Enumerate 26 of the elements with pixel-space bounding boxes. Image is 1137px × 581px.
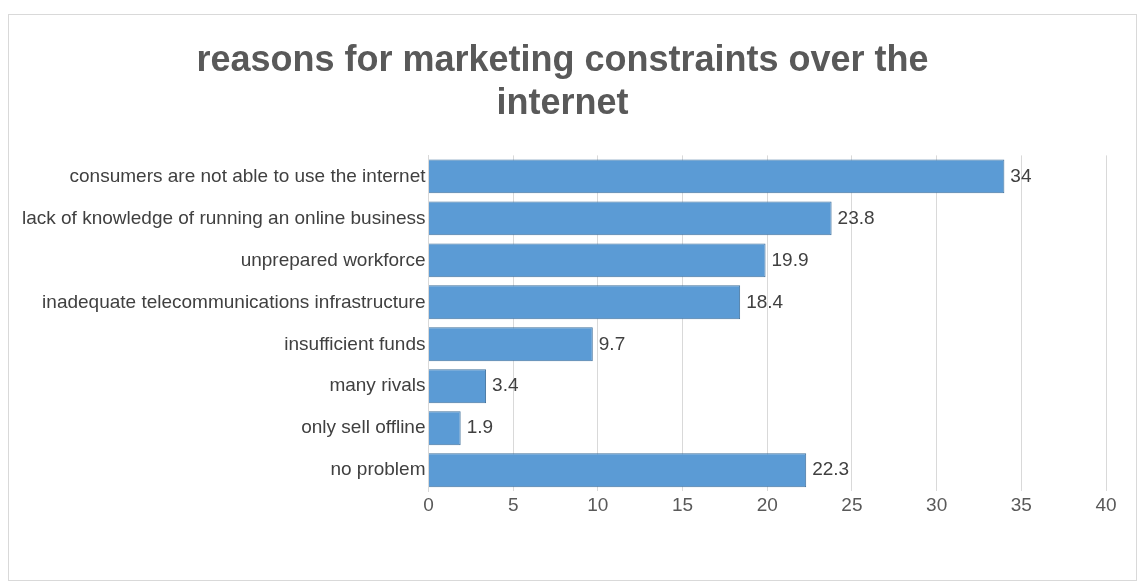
y-tick-label: unprepared workforce — [240, 248, 426, 270]
y-tick-label: inadequate telecommunications infrastructure — [42, 290, 426, 312]
data-label: 22.3 — [812, 458, 850, 480]
x-tick-label: 30 — [926, 493, 948, 515]
data-label: 1.9 — [466, 416, 494, 438]
data-label: 23.8 — [837, 206, 875, 228]
x-tick-label: 40 — [1095, 493, 1117, 515]
y-tick-label: insufficient funds — [284, 332, 426, 354]
x-tick-label: 20 — [756, 493, 778, 515]
y-tick-label: lack of knowledge of running an online business — [21, 206, 426, 228]
data-label: 9.7 — [598, 332, 626, 354]
x-tick-label: 0 — [423, 493, 434, 515]
y-tick-label: many rivals — [329, 374, 426, 396]
x-tick-label: 35 — [1010, 493, 1032, 515]
x-tick-label: 25 — [841, 493, 863, 515]
y-tick-label: no problem — [330, 458, 426, 480]
y-tick-label: consumers are not able to use the internet — [69, 164, 427, 186]
x-tick-label: 10 — [587, 493, 609, 515]
chart-title: reasons for marketing constraints over the internet — [196, 37, 929, 122]
data-label: 18.4 — [746, 290, 784, 312]
data-label: 3.4 — [492, 374, 519, 396]
x-tick-label: 5 — [507, 493, 519, 515]
y-tick-label: only sell offline — [301, 416, 426, 438]
x-tick-label: 15 — [671, 493, 694, 515]
data-label: 19.9 — [771, 248, 809, 270]
data-label: 34 — [1010, 164, 1032, 186]
